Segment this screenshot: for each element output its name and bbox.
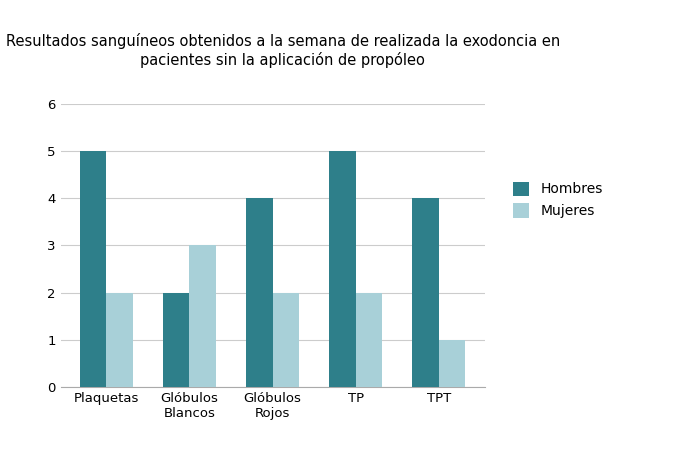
Text: Resultados sanguíneos obtenidos a la semana de realizada la exodoncia en
pacient: Resultados sanguíneos obtenidos a la sem…	[5, 33, 560, 67]
Bar	[190, 245, 216, 387]
Legend: Hombres, Mujeres: Hombres, Mujeres	[513, 182, 603, 218]
Bar	[439, 340, 465, 387]
Bar	[80, 151, 106, 387]
Bar	[273, 293, 299, 387]
Bar	[329, 151, 355, 387]
Bar	[246, 198, 273, 387]
Bar	[412, 198, 439, 387]
Bar	[355, 293, 382, 387]
Bar	[106, 293, 133, 387]
Bar	[163, 293, 190, 387]
